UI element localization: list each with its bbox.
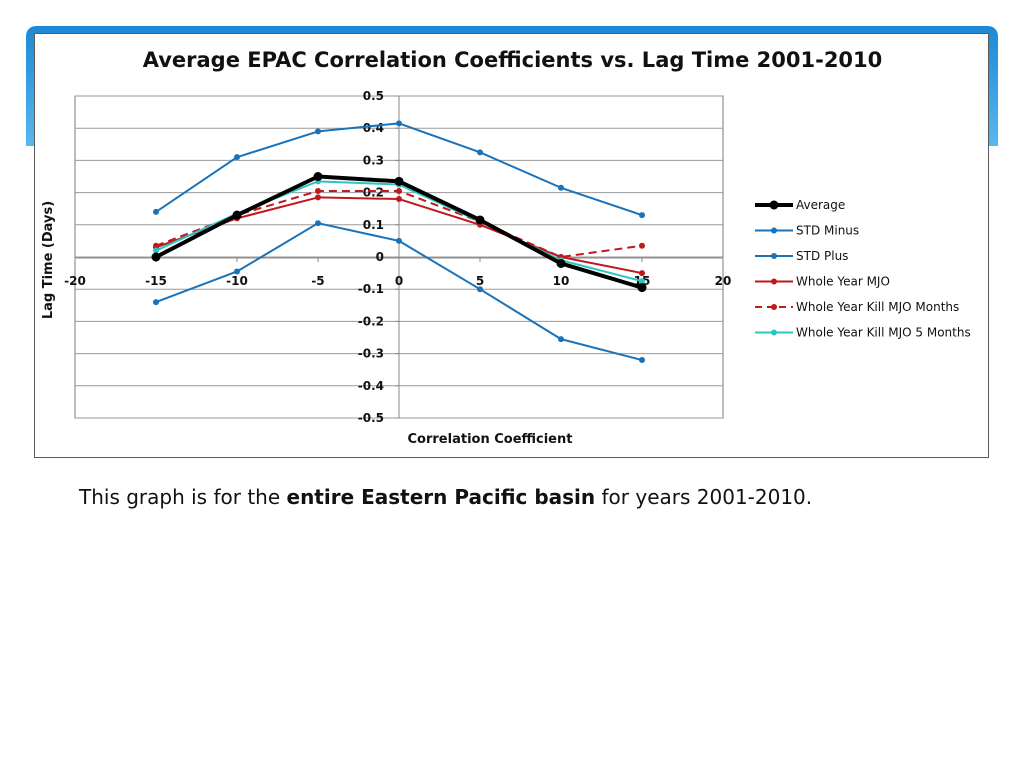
data-point bbox=[639, 212, 645, 219]
y-tick-label: -0.3 bbox=[358, 347, 384, 361]
y-tick-label: 0.3 bbox=[363, 153, 384, 167]
data-point bbox=[639, 242, 645, 249]
y-tick-label: -0.5 bbox=[358, 411, 384, 425]
data-point bbox=[315, 128, 321, 135]
data-point bbox=[639, 270, 645, 277]
y-tick-label: -0.1 bbox=[358, 282, 384, 296]
data-point bbox=[394, 176, 404, 186]
y-tick-label: 0.1 bbox=[363, 218, 384, 232]
legend-label: Average bbox=[796, 198, 845, 212]
legend-swatch-marker bbox=[769, 200, 779, 210]
data-point bbox=[153, 247, 159, 254]
y-axis-title: Lag Time (Days) bbox=[41, 201, 56, 319]
legend-swatch-marker bbox=[771, 278, 777, 285]
line-chart: 0.5 0.4 0.3 0.2 0.1 0 -0.1 -0.2 -0.3 -0.4 -0.5 -20 -… bbox=[41, 89, 971, 447]
chart-frame: Average EPAC Correlation Coefficients vs… bbox=[34, 33, 989, 458]
data-point bbox=[151, 252, 161, 262]
caption-text-start: This graph is for the bbox=[79, 485, 287, 509]
data-point bbox=[153, 242, 159, 249]
chart-title: Average EPAC Correlation Coefficients vs… bbox=[142, 48, 883, 72]
y-tick-label: 0.4 bbox=[363, 121, 384, 135]
data-point bbox=[315, 187, 321, 194]
slide-caption: This graph is for the entire Eastern Pac… bbox=[79, 485, 812, 509]
x-tick-label: -10 bbox=[226, 274, 248, 288]
x-tick-label: 20 bbox=[715, 274, 732, 288]
data-point bbox=[153, 299, 159, 306]
data-point bbox=[477, 286, 483, 293]
data-point bbox=[315, 194, 321, 201]
legend-label: Whole Year MJO bbox=[796, 275, 890, 289]
data-point bbox=[637, 283, 647, 293]
legend-swatch-marker bbox=[771, 227, 777, 234]
legend-swatch-marker bbox=[771, 329, 777, 336]
legend-swatch-marker bbox=[771, 253, 777, 259]
data-point bbox=[558, 184, 564, 191]
data-point bbox=[396, 237, 402, 244]
data-point bbox=[558, 336, 564, 343]
caption-text-end: for years 2001-2010. bbox=[595, 485, 813, 509]
x-axis-title: Correlation Coefficient bbox=[408, 432, 573, 447]
data-point bbox=[232, 210, 242, 220]
caption-text-bold: entire Eastern Pacific basin bbox=[286, 485, 596, 509]
x-tick-label: 0 bbox=[395, 274, 403, 288]
data-point bbox=[315, 220, 321, 227]
x-tick-label: -5 bbox=[311, 274, 324, 288]
data-point bbox=[477, 149, 483, 156]
data-point bbox=[313, 172, 323, 181]
x-tick-label: 5 bbox=[476, 274, 484, 288]
data-point bbox=[556, 258, 566, 268]
x-tick-label: -20 bbox=[64, 274, 86, 288]
y-tick-label: -0.4 bbox=[358, 379, 384, 393]
x-tick-label: 10 bbox=[553, 274, 570, 288]
data-point bbox=[396, 196, 402, 203]
y-tick-label: 0 bbox=[376, 250, 384, 264]
y-tick-label: 0.2 bbox=[363, 186, 384, 200]
data-point bbox=[234, 268, 240, 275]
legend-label: STD Plus bbox=[796, 249, 848, 263]
legend-label: Whole Year Kill MJO 5 Months bbox=[796, 326, 971, 340]
data-point bbox=[396, 120, 402, 127]
data-point bbox=[396, 187, 402, 194]
data-point bbox=[639, 357, 645, 364]
legend-label: STD Minus bbox=[796, 224, 859, 238]
legend-label: Whole Year Kill MJO Months bbox=[796, 300, 959, 314]
data-point bbox=[234, 154, 240, 161]
y-tick-label: -0.2 bbox=[358, 314, 384, 328]
x-tick-label: -15 bbox=[145, 274, 167, 288]
legend-swatch-marker bbox=[771, 304, 777, 310]
data-point bbox=[475, 215, 485, 225]
data-point bbox=[639, 278, 645, 285]
y-tick-label: 0.5 bbox=[363, 89, 384, 103]
data-point bbox=[153, 208, 159, 215]
